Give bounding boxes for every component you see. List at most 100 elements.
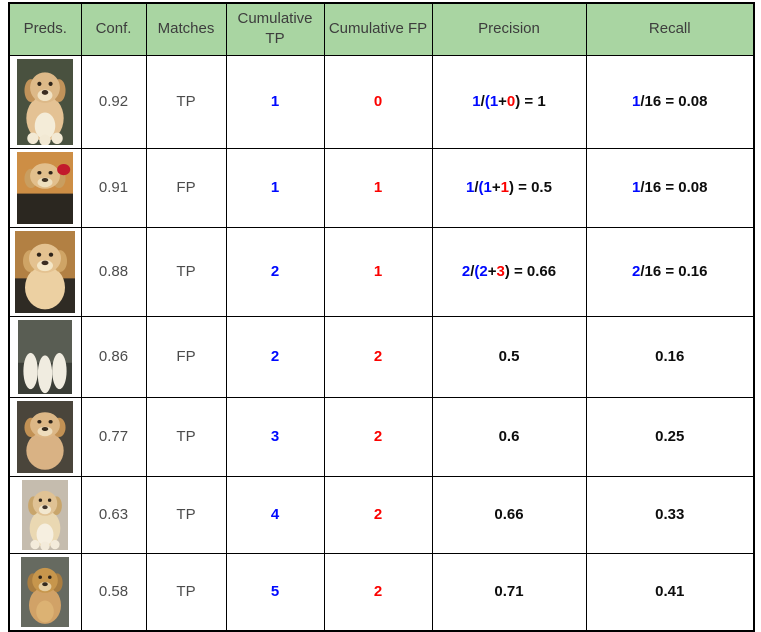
prediction-image xyxy=(18,319,73,394)
formula-part: 0.66 xyxy=(494,506,524,523)
recall-cell: 1/16 = 0.08 xyxy=(585,54,755,149)
matches-cell: TP xyxy=(145,396,227,477)
matches-cell: TP xyxy=(145,552,227,631)
cumulative-tp-cell: 1 xyxy=(225,54,325,149)
recall-cell: 0.16 xyxy=(585,315,755,398)
formula-part: 1 xyxy=(500,179,509,196)
cumulative-fp-cell: 1 xyxy=(323,226,433,317)
formula-part: = 0.5 xyxy=(514,179,552,196)
confidence-cell: 0.88 xyxy=(80,226,147,317)
formula-part: ) xyxy=(509,179,514,196)
table-row: 0.88 TP 2 1 2/(2+3) = 0.66 2/16 = 0.16 xyxy=(8,226,755,317)
precision-cell: 1/(1+1) = 0.5 xyxy=(431,147,587,228)
formula-part: 1 xyxy=(632,93,641,110)
cumulative-tp-cell: 2 xyxy=(225,226,325,317)
formula-part: / xyxy=(470,263,475,280)
precision-cell: 0.71 xyxy=(431,552,587,631)
prediction-image-cell xyxy=(8,147,82,228)
prediction-image-cell xyxy=(8,396,82,477)
confidence-cell: 0.91 xyxy=(80,147,147,228)
col-header-cumulative-tp: Cumulative TP xyxy=(225,2,325,56)
prediction-image xyxy=(17,400,74,473)
precision-recall-figure: Preds. Conf. Matches Cumulative TP Cumul… xyxy=(8,2,755,632)
formula-part: 2 xyxy=(461,263,471,280)
cumulative-fp-cell: 2 xyxy=(323,315,433,398)
cumulative-tp-cell: 4 xyxy=(225,475,325,554)
formula-part: 0 xyxy=(506,93,516,110)
col-header-preds: Preds. xyxy=(8,2,82,56)
formula-part: = 1 xyxy=(520,93,546,110)
recall-cell: 0.41 xyxy=(585,552,755,631)
confidence-cell: 0.58 xyxy=(80,552,147,631)
formula-part: 1 xyxy=(632,179,641,196)
formula-part: / xyxy=(474,179,479,196)
prediction-image-cell xyxy=(8,475,82,554)
col-header-conf: Conf. xyxy=(80,2,147,56)
confidence-cell: 0.77 xyxy=(80,396,147,477)
confidence-cell: 0.63 xyxy=(80,475,147,554)
formula-part: + xyxy=(498,93,507,110)
prediction-image xyxy=(15,230,76,313)
formula-part: 0.6 xyxy=(498,428,520,445)
matches-cell: TP xyxy=(145,475,227,554)
cumulative-fp-cell: 1 xyxy=(323,147,433,228)
formula-part: ) xyxy=(504,263,510,280)
prediction-image xyxy=(22,479,69,550)
formula-part: 0.33 xyxy=(655,506,685,523)
precision-cell: 2/(2+3) = 0.66 xyxy=(431,226,587,317)
table-body: 0.92 TP 1 0 1/(1+0) = 1 1/16 = 0.08 xyxy=(8,54,755,631)
formula-part: /16 = 0.08 xyxy=(640,93,708,110)
col-header-precision: Precision xyxy=(431,2,587,56)
matches-cell: TP xyxy=(145,54,227,149)
matches-cell: TP xyxy=(145,226,227,317)
recall-cell: 1/16 = 0.08 xyxy=(585,147,755,228)
confidence-cell: 0.92 xyxy=(80,54,147,149)
formula-part: + xyxy=(491,179,501,196)
precision-cell: 0.5 xyxy=(431,315,587,398)
formula-part: /16 = 0.16 xyxy=(640,263,708,280)
table-row: 0.86 FP 2 2 0.5 0.16 xyxy=(8,315,755,398)
cumulative-tp-cell: 1 xyxy=(225,147,325,228)
col-header-recall: Recall xyxy=(585,2,755,56)
formula-part: + xyxy=(487,263,497,280)
formula-part: 1 xyxy=(472,93,481,110)
cumulative-tp-cell: 3 xyxy=(225,396,325,477)
prediction-image-cell xyxy=(8,226,82,317)
formula-part: 1 xyxy=(466,179,475,196)
cumulative-fp-cell: 2 xyxy=(323,396,433,477)
formula-part: = 0.66 xyxy=(509,263,557,280)
formula-part: ( xyxy=(484,93,490,110)
precision-cell: 0.6 xyxy=(431,396,587,477)
cumulative-fp-cell: 2 xyxy=(323,552,433,631)
formula-part: 0.41 xyxy=(655,583,685,600)
formula-part: 2 xyxy=(632,263,641,280)
cumulative-tp-cell: 5 xyxy=(225,552,325,631)
formula-part: 1 xyxy=(483,179,492,196)
formula-part: 0.16 xyxy=(655,348,685,365)
formula-part: 3 xyxy=(496,263,505,280)
formula-part: ( xyxy=(478,179,484,196)
recall-cell: 0.25 xyxy=(585,396,755,477)
prediction-image-cell xyxy=(8,552,82,631)
precision-cell: 0.66 xyxy=(431,475,587,554)
formula-part: 2 xyxy=(479,263,488,280)
table-row: 0.91 FP 1 1 1/(1+1) = 0.5 1/16 = 0.08 xyxy=(8,147,755,228)
formula-part: 0.25 xyxy=(655,428,685,445)
formula-part: ) xyxy=(515,93,521,110)
prediction-image-cell xyxy=(8,54,82,149)
cumulative-fp-cell: 2 xyxy=(323,475,433,554)
precision-cell: 1/(1+0) = 1 xyxy=(431,54,587,149)
matches-cell: FP xyxy=(145,315,227,398)
prediction-image-cell xyxy=(8,315,82,398)
formula-part: ( xyxy=(474,263,480,280)
cumulative-tp-cell: 2 xyxy=(225,315,325,398)
recall-cell: 2/16 = 0.16 xyxy=(585,226,755,317)
prediction-image xyxy=(17,58,74,145)
confidence-cell: 0.86 xyxy=(80,315,147,398)
table-header: Preds. Conf. Matches Cumulative TP Cumul… xyxy=(8,2,755,56)
prediction-image xyxy=(17,151,74,224)
table-row: 0.58 TP 5 2 0.71 0.41 xyxy=(8,552,755,631)
col-header-cumulative-fp: Cumulative FP xyxy=(323,2,433,56)
recall-cell: 0.33 xyxy=(585,475,755,554)
header-row: Preds. Conf. Matches Cumulative TP Cumul… xyxy=(8,2,755,56)
